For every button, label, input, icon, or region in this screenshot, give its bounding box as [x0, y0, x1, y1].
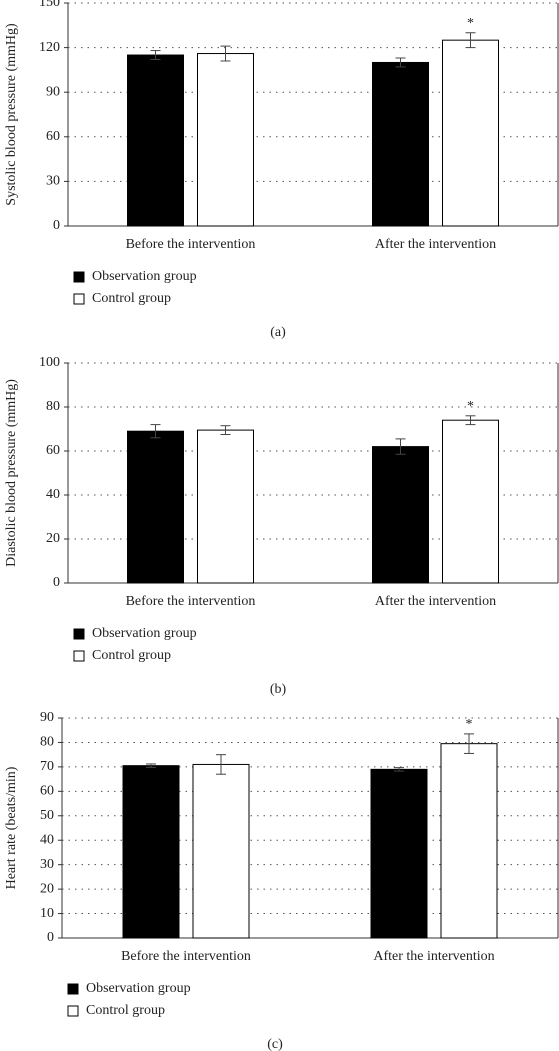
x-tick-label: After the intervention: [375, 594, 496, 609]
y-tick-label: 80: [40, 735, 54, 750]
y-tick-label: 0: [53, 218, 60, 233]
bar: [192, 763, 250, 939]
x-tick-label: Before the intervention: [126, 237, 256, 252]
legend-swatch: [67, 1005, 79, 1017]
y-tick-label: 20: [46, 531, 60, 546]
y-tick-label: 60: [46, 129, 60, 144]
legend-label: Control group: [92, 648, 171, 663]
caption: (c): [267, 1037, 283, 1051]
caption: (b): [270, 682, 287, 697]
bar: [440, 743, 498, 939]
y-tick-label: 0: [53, 575, 60, 590]
y-tick-label: 40: [46, 487, 60, 502]
y-tick-label: 120: [39, 40, 60, 55]
y-axis-label: Systolic blood pressure (mmHg): [4, 23, 19, 206]
legend-label: Control group: [86, 1003, 165, 1018]
annotation: *: [467, 399, 474, 414]
y-tick-label: 30: [46, 174, 60, 189]
legend-label: Observation group: [92, 269, 197, 284]
legend-swatch: [73, 628, 85, 640]
x-tick-label: Before the intervention: [126, 594, 256, 609]
legend-label: Observation group: [86, 981, 191, 996]
bar: [197, 53, 254, 227]
y-tick-label: 60: [40, 784, 54, 799]
legend-label: Control group: [92, 291, 171, 306]
y-tick-label: 20: [40, 881, 54, 896]
y-tick-label: 70: [40, 759, 54, 774]
y-tick-label: 80: [46, 399, 60, 414]
bar: [372, 446, 429, 584]
y-tick-label: 40: [40, 832, 54, 847]
annotation: *: [466, 717, 473, 732]
y-tick-label: 150: [39, 0, 60, 10]
bar: [442, 419, 499, 584]
bar: [372, 61, 429, 227]
bar: [370, 768, 428, 939]
y-tick-label: 100: [39, 355, 60, 370]
x-tick-label: After the intervention: [375, 237, 496, 252]
x-tick-label: Before the intervention: [121, 949, 251, 964]
y-tick-label: 0: [47, 930, 54, 945]
y-tick-label: 50: [40, 808, 54, 823]
bar: [197, 429, 254, 584]
y-tick-label: 90: [40, 710, 54, 725]
legend-swatch: [67, 983, 79, 995]
legend-swatch: [73, 271, 85, 283]
annotation: *: [467, 16, 474, 31]
legend-swatch: [73, 650, 85, 662]
x-tick-label: After the intervention: [373, 949, 494, 964]
legend-swatch: [73, 293, 85, 305]
y-tick-label: 60: [46, 443, 60, 458]
legend-label: Observation group: [92, 626, 197, 641]
y-tick-label: 30: [40, 857, 54, 872]
y-tick-label: 10: [40, 906, 54, 921]
y-tick-label: 90: [46, 84, 60, 99]
bar: [127, 430, 184, 584]
bar: [442, 39, 499, 227]
y-axis-label: Diastolic blood pressure (mmHg): [4, 379, 19, 567]
bar: [127, 54, 184, 227]
caption: (a): [270, 325, 286, 340]
bar: [122, 765, 180, 939]
y-axis-label: Heart rate (beats/min): [4, 766, 19, 889]
